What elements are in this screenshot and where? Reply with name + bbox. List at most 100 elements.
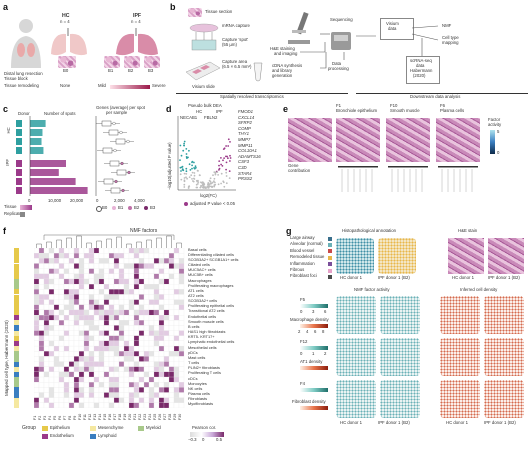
heatmap-cell (118, 268, 125, 274)
volcano-point (189, 169, 192, 171)
heatmap-cell (123, 361, 130, 367)
heatmap-cell (88, 330, 95, 336)
heatmap-cell (113, 325, 120, 331)
heatmap-cell (173, 299, 180, 305)
heatmap-cell (68, 335, 75, 341)
volcano-point (193, 178, 196, 180)
donor-swatch (16, 147, 22, 154)
cdna-label-3: generation (272, 73, 293, 78)
heatmap-cell (43, 309, 50, 316)
heatmap-cell (168, 335, 175, 341)
heatmap-cell (88, 382, 95, 388)
dendro-branch (66, 237, 72, 248)
heatmap-cell (88, 320, 95, 326)
ipf-n: n = 4 (131, 19, 141, 24)
heatmap-cell (178, 320, 185, 326)
heatmap-cell (108, 284, 115, 290)
volcano-point (179, 144, 182, 147)
heatmap-cell (108, 320, 115, 326)
he-label: H&E staining (270, 46, 295, 51)
heatmap-cell (138, 340, 145, 347)
heatmap-cell (118, 314, 125, 321)
heatmap-cell (83, 356, 90, 362)
heatmap-cell (58, 304, 65, 311)
heatmap-cell (128, 273, 135, 280)
heatmap-cell (158, 371, 165, 378)
heatmap-cell (43, 294, 50, 300)
replicate-legend-label: Replicate (4, 211, 22, 216)
heatmap-cell (168, 382, 175, 388)
heatmap-cell (103, 299, 110, 305)
genes-box (115, 138, 126, 145)
heatmap-cell (133, 278, 140, 285)
heatmap-cell (108, 325, 115, 331)
volcano-point (201, 181, 204, 184)
row-group-cell (14, 248, 19, 254)
heatmap-cell (138, 366, 145, 372)
heatmap-cell (168, 284, 175, 290)
heatmap-cell (58, 248, 65, 254)
heatmap-cell (34, 382, 40, 388)
heatmap-cell (108, 335, 115, 341)
volcano-point (208, 179, 211, 182)
nmf-ipf-label: IPF donor 1 (B2) (378, 420, 410, 425)
volcano-point (221, 165, 224, 167)
heatmap-cell (173, 392, 180, 398)
heatmap-cell (68, 345, 75, 352)
dendro-branch (106, 238, 112, 248)
heatmap-cell (83, 366, 90, 372)
heatmap-cell (43, 258, 50, 264)
heatmap-cell (98, 371, 105, 378)
dendro-branch (36, 243, 42, 248)
heatmap-cell (143, 371, 150, 378)
heatmap-cell (88, 392, 95, 398)
nmf-hc-label: HC donor 1 (340, 420, 362, 425)
heatmap-cell (78, 387, 85, 393)
heatmap-cell (43, 397, 50, 403)
heatmap-cell (103, 278, 110, 285)
heatmap-cell (153, 340, 160, 347)
genes-box (116, 169, 127, 176)
heatmap-cell (173, 376, 180, 383)
heatmap-cell (153, 320, 160, 326)
heatmap-cell (93, 335, 100, 341)
heatmap-cell (103, 325, 110, 331)
dendro-branch (76, 235, 82, 248)
dea-title: Pseudo bulk DEA (188, 103, 222, 108)
heatmap-cell (138, 330, 145, 336)
genes-point (114, 179, 118, 184)
heatmap-cell (118, 351, 125, 357)
heatmap-cell (98, 382, 105, 388)
heatmap-cell (38, 314, 45, 321)
heatmap-cell (148, 366, 155, 372)
heatmap-cell (143, 309, 150, 316)
heatmap-cell (78, 253, 85, 259)
volcano-point (194, 165, 197, 168)
heatmap-cell (98, 387, 105, 393)
macro-hc-map (440, 296, 480, 334)
heatmap-cell (88, 258, 95, 264)
heatmap-cell (108, 304, 115, 311)
group-title: Group (22, 425, 36, 431)
heatmap-cell (123, 356, 130, 362)
factor-scale-min: 0 (497, 150, 500, 155)
heatmap-cell (38, 351, 45, 357)
spots-bar (30, 178, 76, 185)
heatmap-cell (83, 284, 90, 290)
heatmap-cell (93, 356, 100, 362)
volcano-point (186, 157, 188, 159)
heatmap-cell (153, 361, 160, 367)
heatmap-cell (178, 335, 185, 341)
heatmap-cell (53, 289, 60, 295)
heatmap-cell (48, 366, 55, 372)
heatmap-cell (123, 253, 130, 259)
celltype-label-1: Cell type (442, 35, 459, 40)
heatmap-cell (43, 273, 50, 280)
heatmap-cell (53, 294, 60, 300)
heatmap-cell (158, 366, 165, 372)
volcano-point (185, 176, 187, 179)
heatmap-cell (38, 340, 45, 347)
heatmap-cell (173, 258, 180, 264)
heatmap-cell (73, 330, 80, 336)
celltype-label: Plasma cells (188, 391, 210, 396)
